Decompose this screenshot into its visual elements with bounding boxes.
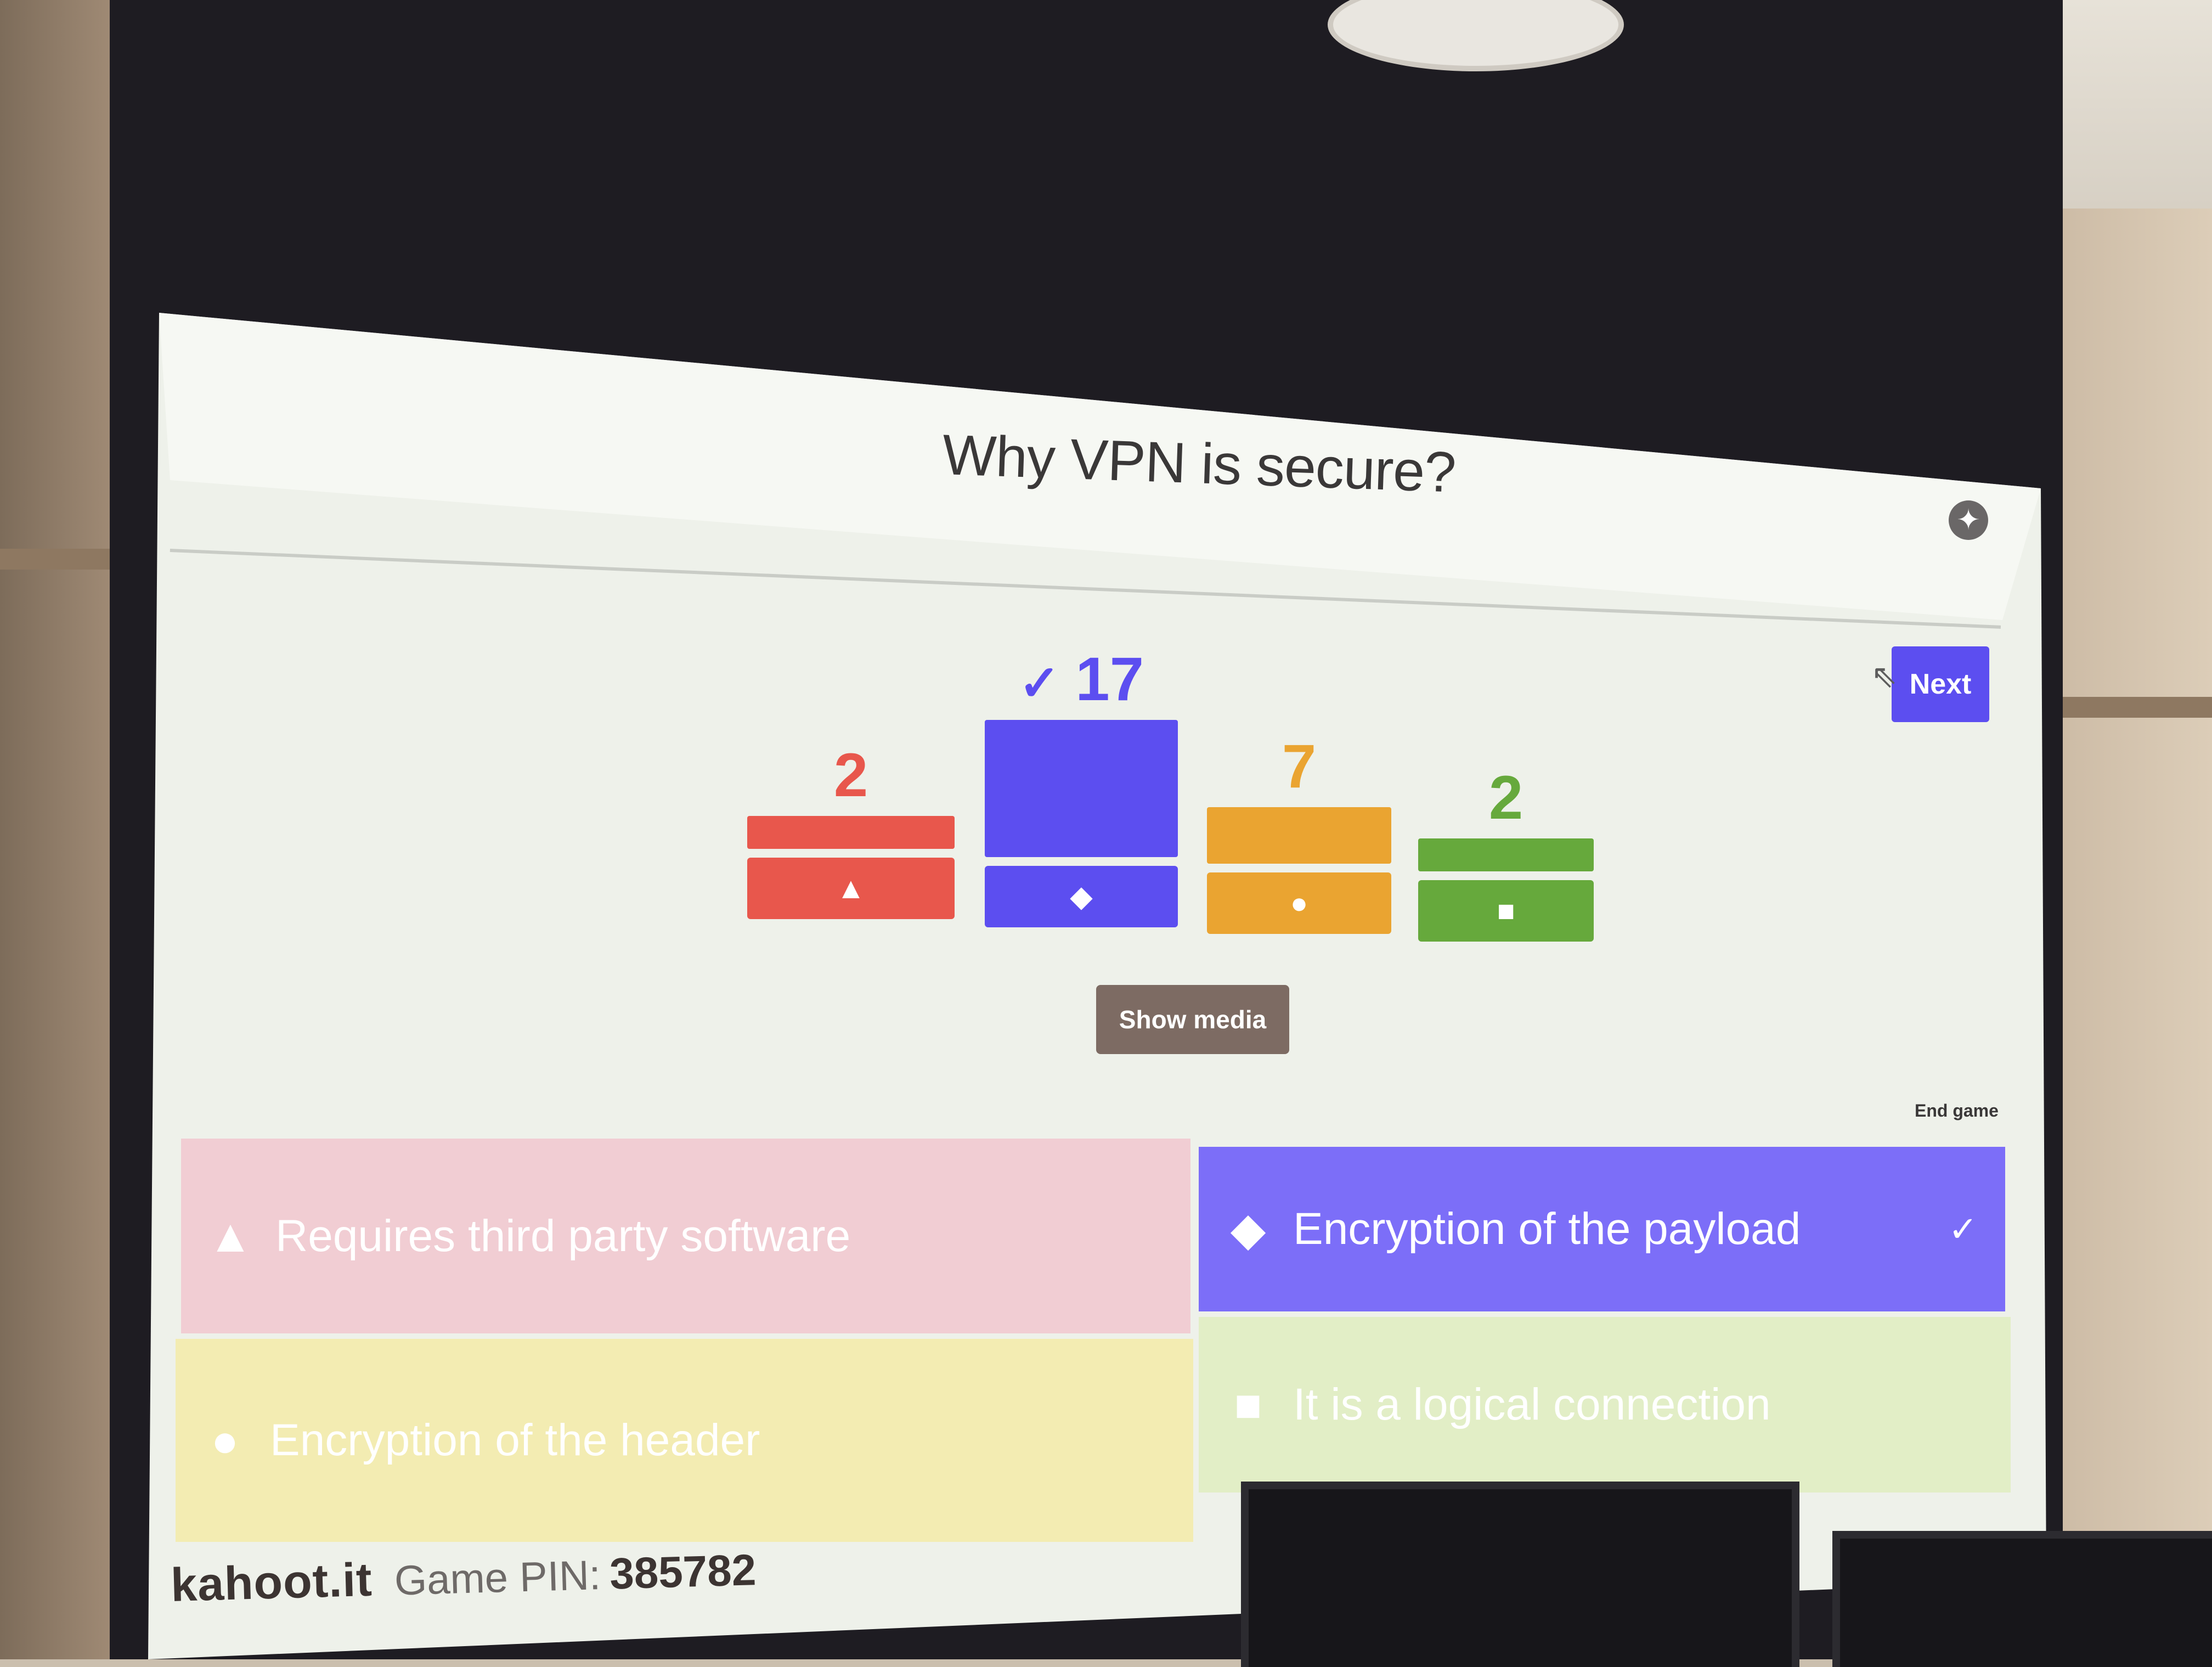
result-bar: 7● [1207, 725, 1391, 934]
next-button[interactable]: Next [1892, 646, 1989, 722]
result-count: 7 [1207, 736, 1391, 797]
circle-icon: ● [202, 1414, 248, 1467]
game-pin-value: 385782 [609, 1545, 757, 1598]
result-bar-fill [1207, 807, 1391, 864]
result-bar: 2▲ [747, 734, 955, 919]
result-count: 2 [747, 745, 955, 806]
answer-tile: ● Encryption of the header [176, 1339, 1193, 1542]
answer-text: Requires third party software [275, 1210, 850, 1262]
result-count-value: 2 [1489, 763, 1523, 832]
foreground-monitor-left [1241, 1482, 1799, 1667]
answer-text: It is a logical connection [1293, 1379, 1771, 1431]
diamond-icon: ◆ [1070, 880, 1093, 913]
diamond-icon: ◆ [1225, 1202, 1271, 1256]
mouse-cursor-icon: ⇖ [1871, 657, 1898, 695]
result-bar-base: ◆ [985, 866, 1178, 927]
correct-check-icon: ✓ [1948, 1209, 1978, 1250]
kahoot-brand: kahoot.it [170, 1553, 373, 1612]
result-bar-base: ● [1207, 872, 1391, 934]
game-pin-label: Game PIN: [394, 1552, 601, 1604]
result-count: 2 [1418, 767, 1594, 829]
result-bar-base: ▲ [747, 858, 955, 919]
square-icon: ■ [1497, 894, 1515, 927]
result-count-value: 17 [1075, 645, 1144, 713]
answer-tile: ■ It is a logical connection [1199, 1317, 2011, 1493]
result-count-value: 7 [1282, 732, 1316, 801]
answer-tile: ▲ Requires third party software [181, 1139, 1190, 1333]
result-bar-fill [1418, 838, 1594, 871]
result-bar: 2■ [1418, 756, 1594, 942]
answer-text: Encryption of the payload [1293, 1203, 1801, 1255]
room-wall-left [0, 0, 126, 1659]
triangle-icon: ▲ [836, 872, 865, 905]
settings-icon[interactable]: ✦ [1949, 500, 1988, 540]
result-bar-fill [985, 720, 1178, 857]
show-media-button[interactable]: Show media [1096, 985, 1289, 1054]
result-count: ✓17 [985, 649, 1178, 714]
end-game-link[interactable]: End game [1915, 1101, 1999, 1121]
wall-rail-right [2041, 697, 2212, 718]
correct-check-icon: ✓ [1019, 656, 1060, 711]
square-icon: ■ [1225, 1378, 1271, 1432]
wall-rail-left [0, 549, 115, 570]
answer-text: Encryption of the header [270, 1415, 760, 1466]
result-count-value: 2 [834, 741, 868, 809]
triangle-icon: ▲ [207, 1209, 253, 1263]
result-bar: ✓17◆ [985, 638, 1178, 927]
circle-icon: ● [1290, 887, 1308, 920]
answer-tile: ◆ Encryption of the payload ✓ [1199, 1147, 2005, 1311]
result-bar-base: ■ [1418, 880, 1594, 942]
foreground-monitor-right [1832, 1531, 2212, 1667]
result-bar-fill [747, 816, 955, 849]
